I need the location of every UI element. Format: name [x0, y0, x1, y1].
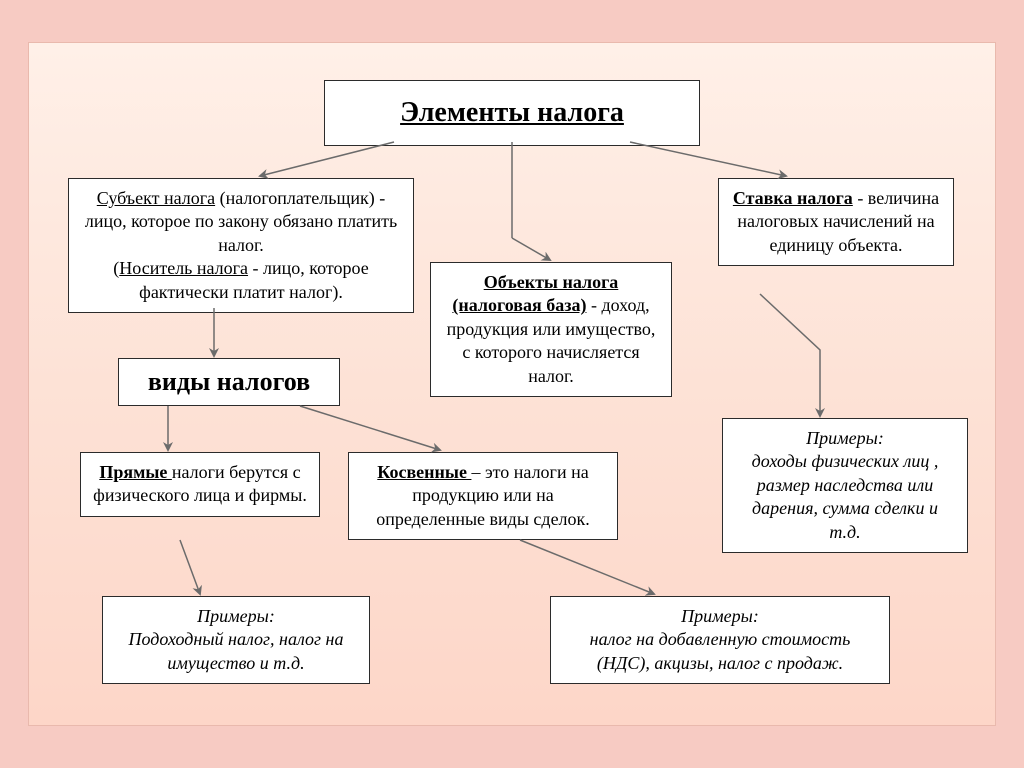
ex-rate-body: доходы физических лиц , размер наследств… — [752, 451, 939, 541]
types-node: виды налогов — [118, 358, 340, 406]
ex-indirect-node: Примеры: налог на добавленную стоимость … — [550, 596, 890, 684]
ex-indirect-body: налог на добавленную стоимость (НДС), ак… — [590, 629, 851, 672]
title-node: Элементы налога — [324, 80, 700, 146]
ex-rate-node: Примеры: доходы физических лиц , размер … — [722, 418, 968, 553]
subject-node: Субъект налога (налогоплательщик) - лицо… — [68, 178, 414, 313]
direct-label: Прямые — [99, 462, 172, 482]
ex-indirect-head: Примеры: — [681, 606, 759, 626]
subject-label: Субъект налога — [97, 188, 215, 208]
ex-direct-body: Подоходный налог, налог на имущество и т… — [128, 629, 343, 672]
object-node: Объекты налога (налоговая база) - доход,… — [430, 262, 672, 397]
ex-direct-head: Примеры: — [197, 606, 275, 626]
title-text: Элементы налога — [400, 97, 624, 128]
rate-node: Ставка налога - величина налоговых начис… — [718, 178, 954, 266]
indirect-label: Косвенные — [377, 462, 471, 482]
ex-direct-node: Примеры: Подоходный налог, налог на имущ… — [102, 596, 370, 684]
ex-rate-head: Примеры: — [806, 428, 884, 448]
rate-label: Ставка налога — [733, 188, 853, 208]
indirect-node: Косвенные – это налоги на продукцию или … — [348, 452, 618, 540]
direct-node: Прямые налоги берутся с физического лица… — [80, 452, 320, 517]
bearer-label: Носитель налога — [119, 258, 248, 278]
types-text: виды налогов — [148, 367, 310, 396]
